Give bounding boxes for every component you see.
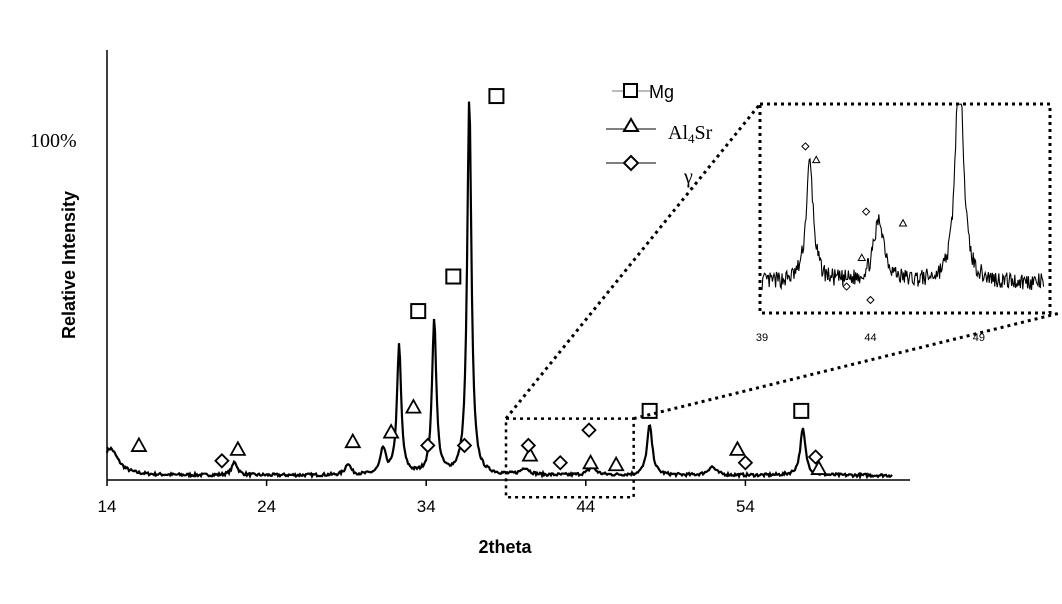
gamma-diamond-marker (420, 437, 436, 454)
gamma-diamond-marker (807, 449, 824, 465)
legend-sr-text: Sr (695, 122, 713, 144)
gamma-diamond-marker (456, 437, 473, 454)
legend-label-mg: Mg (649, 82, 674, 102)
al4sr-triangle-marker (521, 446, 539, 462)
inset-al4sr-triangle-marker (898, 218, 908, 227)
inset-x-tick-label: 44 (864, 332, 876, 344)
mg-square-marker (410, 303, 427, 320)
legend-triangle-marker (622, 117, 640, 132)
mg-square-marker (641, 402, 658, 419)
diffraction-line (105, 101, 893, 481)
inset-x-tick-label: 49 (973, 332, 985, 344)
al4sr-triangle-marker (382, 423, 400, 439)
x-tick-label: 24 (257, 497, 276, 516)
gamma-diamond-marker (214, 453, 230, 469)
inset-gamma-diamond-marker (801, 142, 810, 151)
mg-square-marker (445, 268, 462, 285)
inset-x-tick-label: 39 (756, 332, 768, 344)
legend: Mg Al4Sr γ (606, 82, 713, 188)
mg-square-marker (793, 402, 810, 419)
gamma-diamond-marker (520, 437, 537, 454)
main-plot: 14 24 34 44 54 (98, 50, 910, 516)
legend-diamond-marker (622, 154, 640, 172)
legend-al-sub: 4 (688, 131, 695, 146)
al4sr-triangle-marker (344, 432, 362, 449)
legend-label-al4sr: Al4Sr (668, 122, 713, 146)
zoom-guide-lines (504, 103, 1061, 421)
al4sr-triangle-marker (582, 453, 600, 470)
gamma-diamond-marker (552, 454, 569, 471)
y-100-label: 100% (30, 130, 77, 152)
al4sr-triangle-marker (229, 440, 247, 456)
inset-gamma-diamond-marker (842, 282, 851, 291)
gamma-diamond-marker (737, 454, 754, 471)
inset-gamma-diamond-marker (861, 207, 871, 216)
x-tick-label: 14 (98, 497, 117, 516)
x-tick-label: 44 (576, 497, 595, 516)
x-axis-title: 2theta (478, 537, 532, 557)
inset-diffraction-line (761, 103, 1045, 291)
al4sr-triangle-marker (130, 436, 148, 452)
zoom-region-box (504, 417, 635, 499)
legend-label-gamma: γ (683, 166, 693, 188)
al4sr-triangle-marker (810, 459, 828, 475)
inset-al4sr-triangle-marker (811, 155, 821, 164)
gamma-diamond-marker (581, 422, 597, 438)
legend-square-marker (623, 83, 638, 98)
y-axis-title: Relative Intensity (59, 191, 79, 339)
legend-al-text: Al (668, 122, 688, 144)
zoom-guide-line-upper (504, 103, 762, 420)
al4sr-triangle-marker (728, 440, 746, 456)
al4sr-triangle-marker (404, 398, 422, 414)
al4sr-triangle-marker (607, 455, 625, 472)
x-tick-label: 54 (736, 497, 755, 516)
inset-al4sr-triangle-marker (857, 253, 867, 262)
x-tick-label: 34 (417, 497, 436, 516)
mg-square-marker (488, 88, 505, 105)
inset-plot: 39 44 49 (756, 102, 1052, 344)
zoom-guide-line-lower (633, 311, 1061, 421)
inset-gamma-diamond-marker (866, 295, 875, 305)
